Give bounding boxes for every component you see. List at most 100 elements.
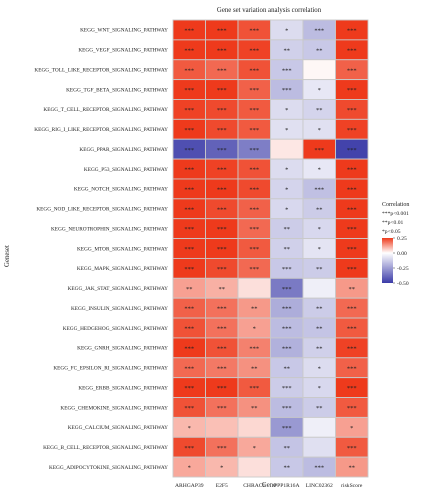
column-label: E2F5 [216,483,228,489]
significance-mark: *** [184,385,194,392]
significance-mark: *** [282,286,292,293]
significance-mark: * [318,226,321,233]
significance-mark: * [253,326,256,333]
significance-mark: *** [184,226,194,233]
column-label: LINC02362 [306,483,333,489]
row-label: KEGG_MTOR_SIGNALING_PATHWAY [77,246,168,252]
significance-mark: *** [282,345,292,352]
row-label: KEGG_FC_EPSILON_RI_SIGNALING_PATHWAY [53,366,168,372]
significance-mark: *** [217,445,227,452]
significance-mark: *** [184,167,194,174]
significance-legend-item: *p<0.05 [382,229,401,235]
significance-mark: ** [349,465,356,472]
significance-mark: *** [217,246,227,253]
significance-mark: ** [284,365,291,372]
significance-mark: *** [347,405,357,412]
significance-mark: *** [249,127,259,134]
row-label: KEGG_CHEMOKINE_SIGNALING_PATHWAY [60,405,168,411]
significance-mark: ** [316,345,323,352]
significance-mark: *** [347,67,357,74]
significance-mark: ** [284,246,291,253]
heatmap-cell [302,59,336,81]
significance-mark: *** [217,87,227,94]
significance-mark: *** [217,47,227,54]
significance-mark: *** [217,345,227,352]
significance-mark: *** [347,445,357,452]
significance-mark: *** [249,186,259,193]
heatmap-cell [302,416,336,438]
significance-mark: ** [219,286,226,293]
significance-mark: *** [347,28,357,35]
significance-mark: *** [184,67,194,74]
row-label: KEGG_ADIPOCYTOKINE_SIGNALING_PATHWAY [49,465,168,471]
significance-mark: *** [217,365,227,372]
significance-mark: *** [314,186,324,193]
significance-mark: *** [184,147,194,154]
significance-mark: *** [217,28,227,35]
significance-mark: *** [184,206,194,213]
significance-mark: * [285,127,288,134]
significance-mark: *** [249,226,259,233]
significance-mark: *** [184,127,194,134]
significance-mark: * [318,385,321,392]
significance-mark: * [350,425,353,432]
heatmap-cell [237,277,271,299]
x-axis-title: Gene [262,482,276,489]
significance-mark: *** [184,87,194,94]
significance-mark: * [318,246,321,253]
significance-mark: *** [217,147,227,154]
significance-mark: *** [217,306,227,313]
significance-mark: *** [249,266,259,273]
colorbar-tick-label: 0.00 [397,251,407,257]
significance-mark: *** [217,206,227,213]
significance-mark: *** [347,326,357,333]
chart-title: Gene set variation analysis correlation [217,7,322,14]
row-label: KEGG_PPAR_SIGNALING_PATHWAY [79,147,168,153]
heatmap-cells [172,19,369,478]
colorbar-tick-label: -0.25 [397,266,409,272]
row-label: KEGG_TGF_BETA_SIGNALING_PATHWAY [66,87,168,93]
column-labels: ARHGAP39 E2F5 CHRAC1 PPP1R16A LINC02362 riskS… [175,483,363,489]
significance-mark: *** [184,186,194,193]
significance-mark: *** [314,465,324,472]
significance-mark: * [318,87,321,94]
column-label: ARHGAP39 [175,483,204,489]
significance-mark: * [220,465,223,472]
significance-mark: ** [316,206,323,213]
significance-mark: *** [249,345,259,352]
colorbar-tick-label: -0.50 [397,281,409,287]
significance-mark: ** [251,365,258,372]
significance-mark: *** [282,385,292,392]
row-label: KEGG_INSULIN_SIGNALING_PATHWAY [71,306,168,312]
significance-mark: *** [249,167,259,174]
heatmap-cell [302,436,336,458]
significance-mark: *** [282,405,292,412]
row-label: KEGG_GNRH_SIGNALING_PATHWAY [77,346,168,352]
significance-mark: *** [184,365,194,372]
significance-mark: ** [284,47,291,54]
significance-mark: *** [184,246,194,253]
significance-mark: *** [347,127,357,134]
row-label: KEGG_T_CELL_RECEPTOR_SIGNALING_PATHWAY [43,107,168,113]
row-label: KEGG_NOD_LIKE_RECEPTOR_SIGNALING_PATHWAY [36,207,168,213]
significance-mark: *** [314,147,324,154]
significance-mark: *** [184,405,194,412]
significance-legend-item: **p<0.01 [382,220,404,226]
significance-mark: *** [249,28,259,35]
row-label: KEGG_WNT_SIGNALING_PATHWAY [80,28,168,34]
significance-mark: ** [284,465,291,472]
row-labels: KEGG_WNT_SIGNALING_PATHWAY KEGG_VEGF_SIGN… [34,28,168,471]
significance-mark: * [318,167,321,174]
significance-mark: *** [347,107,357,114]
significance-mark: ** [251,405,258,412]
significance-mark: * [285,167,288,174]
significance-mark: *** [347,47,357,54]
significance-mark: *** [347,87,357,94]
significance-mark: * [285,107,288,114]
significance-mark: *** [347,206,357,213]
significance-mark: ** [349,286,356,293]
row-label: KEGG_MAPK_SIGNALING_PATHWAY [77,266,168,272]
significance-mark: * [318,365,321,372]
significance-mark: *** [249,47,259,54]
